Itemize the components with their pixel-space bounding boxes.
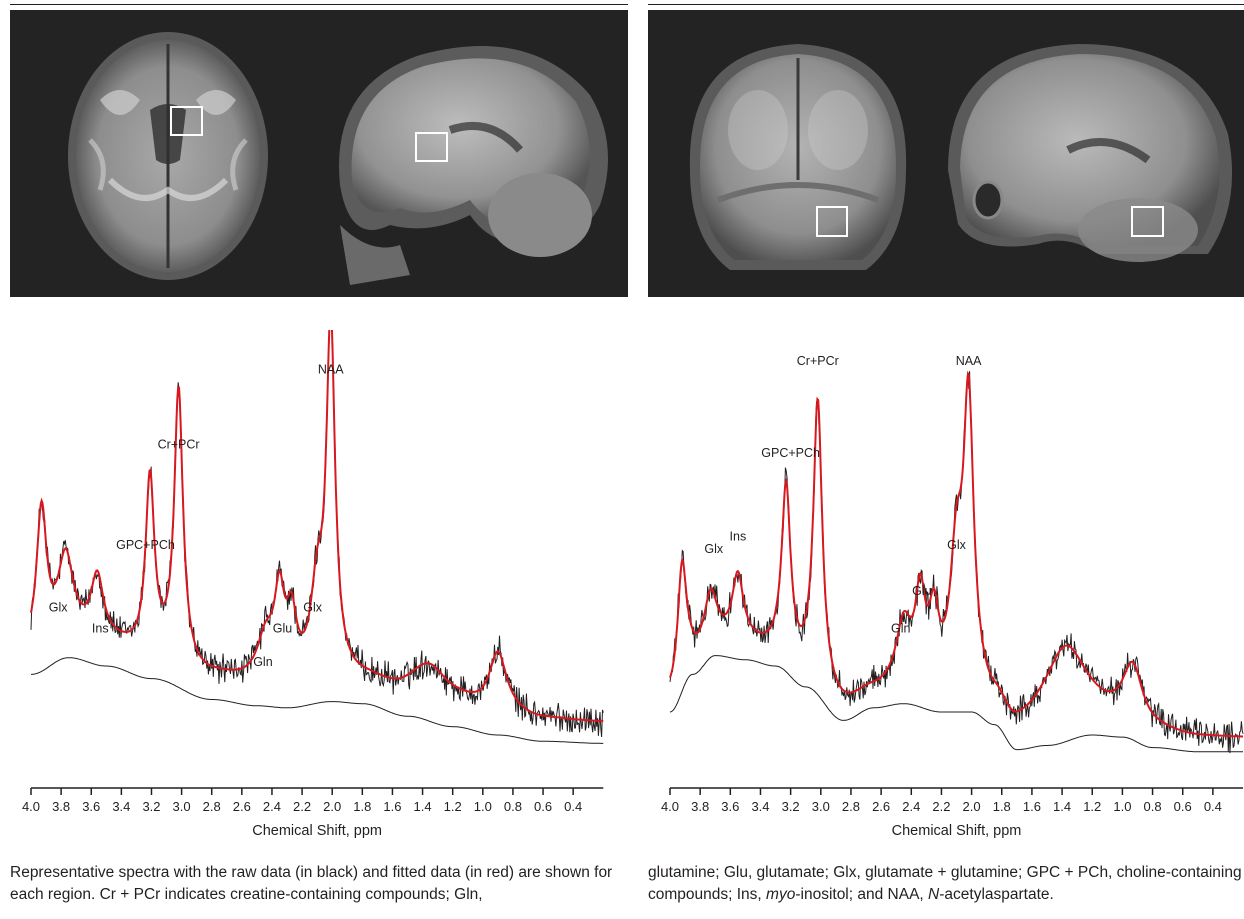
caption-right-text-3: -acetylaspartate.	[939, 886, 1054, 903]
x-tick-label: 2.8	[203, 799, 221, 814]
caption-right-italic-2: N	[928, 886, 940, 903]
x-tick-label: 3.2	[142, 799, 160, 814]
x-tick-label: 3.2	[782, 799, 800, 814]
spectrum-chart-left: 4.0 3.8 3.6 3.4 3.2 3.0 2.8 2.6 2.4 2.2 2.0 1.8 1.6 1…	[22, 330, 604, 839]
spectrum-chart-right: 4.0 3.8 3.6 3.4 3.2 3.0 2.8 2.6 2.4 2.2 2.0 1.8 1.6 1…	[661, 354, 1244, 839]
x-tick-label: 1.6	[383, 799, 401, 814]
x-tick-label: 0.4	[564, 799, 582, 814]
peak-label: Glx	[303, 601, 323, 615]
caption-right: glutamine; Glu, glutamate; Glx, glutamat…	[648, 862, 1244, 906]
x-tick-label: 1.4	[414, 799, 432, 814]
peak-label: Glu	[912, 584, 932, 598]
x-tick-label: 3.8	[52, 799, 70, 814]
x-tick-label: 2.6	[872, 799, 890, 814]
peak-label: NAA	[318, 362, 344, 376]
x-tick-label: 1.2	[1083, 799, 1101, 814]
x-tick-label: 1.2	[444, 799, 462, 814]
peak-label: Glx	[49, 601, 69, 615]
caption-right-text-1: glutamine; Glu, glutamate; Glx, glutamat…	[648, 864, 1242, 903]
x-tick-label: 1.0	[1113, 799, 1131, 814]
peak-label: Cr+PCr	[797, 354, 839, 368]
x-tick-label: 2.4	[902, 799, 920, 814]
x-tick-label: 3.6	[82, 799, 100, 814]
x-tick-label: 0.6	[1174, 799, 1192, 814]
raw-data-line	[669, 371, 1244, 754]
x-tick-label: 3.0	[812, 799, 830, 814]
peak-label: Ins	[730, 530, 747, 544]
caption-left-text: Representative spectra with the raw data…	[10, 864, 613, 903]
x-axis-title: Chemical Shift, ppm	[252, 823, 382, 839]
x-tick-label: 1.6	[1023, 799, 1041, 814]
peak-label: GPC+PCh	[761, 446, 820, 460]
mri-panel-left	[10, 10, 628, 297]
x-tick-label: 2.2	[293, 799, 311, 814]
x-tick-label: 2.6	[233, 799, 251, 814]
raw-data-line	[30, 330, 604, 738]
x-tick-label: 3.4	[751, 799, 769, 814]
peak-label: NAA	[956, 354, 982, 368]
x-tick-label: 0.6	[534, 799, 552, 814]
x-tick-label: 4.0	[22, 799, 40, 814]
mri-image-left	[68, 32, 608, 285]
mri-panel-right	[648, 10, 1244, 297]
x-tick-label: 1.4	[1053, 799, 1071, 814]
caption-right-text-2: -inositol; and NAA,	[795, 886, 929, 903]
peak-label: Glx	[947, 538, 967, 552]
axial-brain-image	[68, 32, 268, 280]
x-tick-label: 1.8	[993, 799, 1011, 814]
x-tick-label: 0.8	[504, 799, 522, 814]
x-tick-label: 1.8	[353, 799, 371, 814]
fitted-data-line	[30, 330, 604, 722]
peak-label: Glu	[273, 622, 293, 636]
x-tick-label: 3.8	[691, 799, 709, 814]
sagittal-brain-image-2	[948, 44, 1233, 262]
sagittal-brain-image	[339, 46, 608, 285]
mri-image-right	[689, 44, 1233, 270]
x-tick-label: 2.8	[842, 799, 860, 814]
x-tick-label: 2.0	[963, 799, 981, 814]
fitted-data-line	[669, 370, 1243, 738]
voxel-box-axial	[170, 106, 203, 136]
coronal-brain-image	[689, 44, 907, 270]
top-rule-left	[10, 4, 628, 5]
top-rule-right	[648, 4, 1244, 5]
x-tick-label: 3.0	[173, 799, 191, 814]
x-tick-label: 2.0	[323, 799, 341, 814]
x-tick-label: 0.4	[1204, 799, 1222, 814]
voxel-box-sagittal-2	[1131, 206, 1164, 237]
peak-label: Glx	[704, 542, 724, 556]
x-tick-label: 2.2	[932, 799, 950, 814]
baseline-line	[669, 655, 1243, 753]
x-tick-label: 4.0	[661, 799, 679, 814]
peak-label: Ins	[92, 622, 109, 636]
voxel-box-coronal	[816, 206, 848, 237]
x-tick-label: 3.4	[112, 799, 130, 814]
x-tick-label: 0.8	[1144, 799, 1162, 814]
x-tick-label: 2.4	[263, 799, 281, 814]
baseline-line	[31, 657, 604, 744]
caption-left: Representative spectra with the raw data…	[10, 862, 616, 906]
caption-right-italic-1: myo	[766, 886, 796, 903]
peak-label: Gln	[253, 655, 273, 669]
x-tick-label: 1.0	[474, 799, 492, 814]
peak-label: Cr+PCr	[158, 438, 200, 452]
peak-label: GPC+PCh	[116, 538, 175, 552]
x-axis-title: Chemical Shift, ppm	[892, 823, 1022, 839]
voxel-box-sagittal	[415, 132, 448, 162]
x-tick-label: 3.6	[721, 799, 739, 814]
peak-label: Gln	[891, 622, 911, 636]
